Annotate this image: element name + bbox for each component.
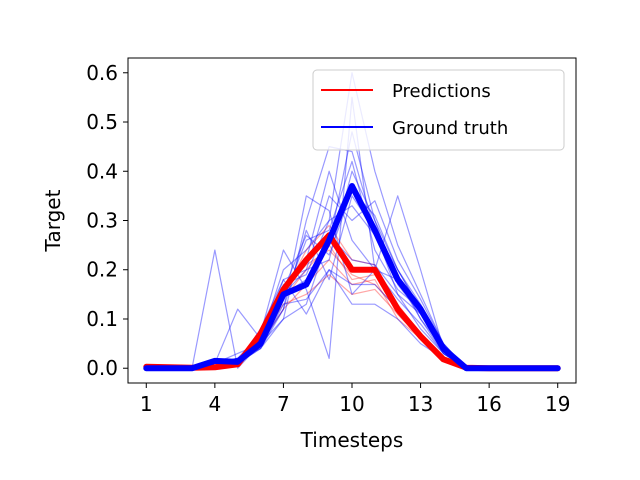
ticks-layer: 1 4 7 10 13 16 19 0.0 0.1 0.2 0.3 0.4 0.5 0.6 [86, 61, 570, 416]
y-tick-label: 0.4 [86, 159, 118, 183]
ground-truth-sample-line [145, 195, 559, 369]
y-tick-label: 0.3 [86, 209, 118, 233]
ground-truth-sample-line [145, 195, 559, 369]
prediction-sample-line [145, 274, 559, 369]
x-tick-label: 16 [476, 392, 501, 416]
y-tick-label: 0.1 [86, 307, 118, 331]
series-layer [143, 72, 561, 372]
ground-truth-sample-line [145, 195, 559, 369]
prediction-sample-line [145, 224, 559, 369]
legend-box [312, 69, 565, 151]
ground-truth-sample-line [145, 234, 559, 369]
x-tick-label: 13 [408, 392, 433, 416]
y-axis-label: Target [41, 189, 65, 252]
y-tick-label: 0.6 [86, 61, 118, 85]
x-tick-label: 10 [339, 392, 364, 416]
y-tick-label: 0.5 [86, 110, 118, 134]
ground-truth-sample-line [145, 146, 559, 369]
prediction-mean-line [143, 232, 561, 372]
prediction-sample-line [145, 244, 559, 369]
legend-label-ground-truth: Ground truth [392, 118, 508, 139]
x-tick-label: 4 [208, 392, 221, 416]
x-tick-label: 19 [545, 392, 570, 416]
x-tick-label: 1 [140, 392, 153, 416]
ground-truth-sample-line [145, 131, 559, 369]
x-tick-label: 7 [277, 392, 290, 416]
prediction-sample-line [145, 259, 559, 369]
legend: Predictions Ground truth [312, 69, 565, 151]
legend-label-predictions: Predictions [392, 81, 491, 102]
y-tick-label: 0.2 [86, 258, 118, 282]
x-axis-label: Timesteps [300, 428, 404, 452]
ground-truth-mean-line [143, 183, 561, 372]
y-tick-label: 0.0 [86, 356, 118, 380]
